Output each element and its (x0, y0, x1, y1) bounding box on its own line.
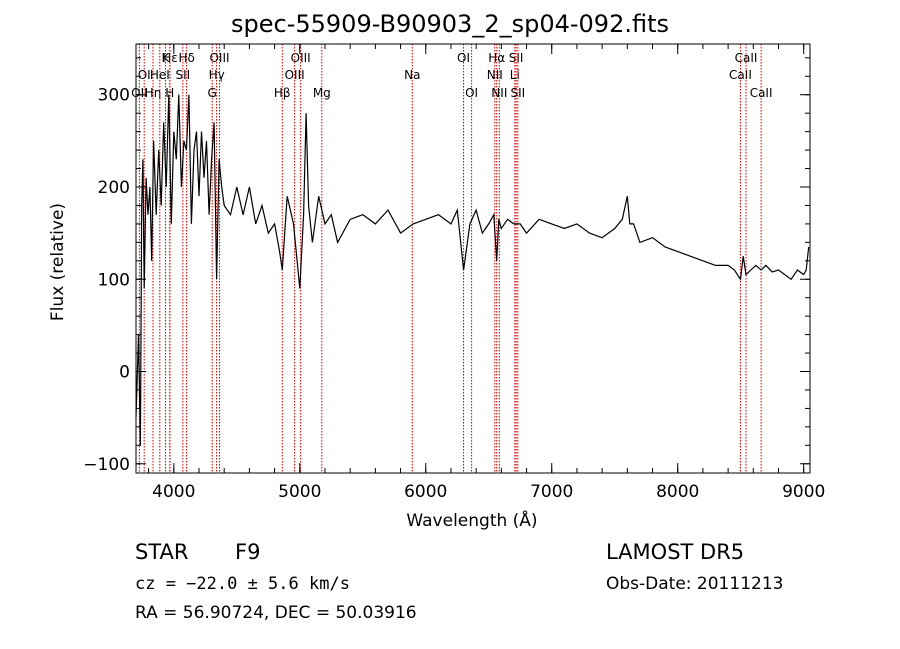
spectral-subclass: F9 (235, 540, 261, 564)
line-label: OII (131, 86, 148, 100)
line-label: OI (138, 68, 151, 82)
line-label: Hγ (209, 68, 225, 82)
line-label: H (165, 86, 174, 100)
object-class: STAR (135, 540, 189, 564)
y-tick-label: 100 (98, 270, 130, 290)
line-label: NII (491, 86, 507, 100)
line-label: Na (404, 68, 420, 82)
spectrum-line (135, 94, 810, 446)
line-label: OIII (285, 68, 305, 82)
x-tick-label: 4000 (152, 482, 195, 502)
line-label: K (162, 51, 171, 65)
line-label: G (208, 86, 217, 100)
y-tick-label: −100 (83, 455, 130, 475)
line-label: CaII (750, 86, 773, 100)
line-label: OIII (291, 51, 311, 65)
ra-dec: RA = 56.90724, DEC = 50.03916 (135, 603, 417, 623)
x-axis-label: Wavelength (Å) (406, 511, 538, 531)
plot-frame (135, 43, 811, 474)
survey-name: LAMOST DR5 (606, 540, 745, 564)
line-label: CaII (735, 51, 758, 65)
y-tick-label: 200 (98, 178, 130, 198)
chart-title: spec-55909-B90903_2_sp04-092.fits (231, 10, 669, 38)
line-label: Hε (162, 51, 178, 65)
y-tick-label: 0 (119, 363, 130, 383)
line-label: Hα (488, 51, 505, 65)
y-tick-label: 300 (98, 86, 130, 106)
line-label: Hβ (274, 86, 291, 100)
obs-date: Obs-Date: 20111213 (606, 574, 784, 594)
line-label: Mg (313, 86, 331, 100)
line-label: OI (465, 86, 478, 100)
line-label: CaII (729, 68, 752, 82)
x-tick-label: 5000 (278, 482, 321, 502)
redshift-cz: cz = −22.0 ± 5.6 km/s (135, 574, 350, 594)
line-label: NII (487, 68, 503, 82)
line-label: Hδ (178, 51, 194, 65)
line-label: SII (510, 86, 525, 100)
line-label: SII (176, 68, 191, 82)
line-label: OIII (209, 51, 229, 65)
x-tick-label: 6000 (404, 482, 447, 502)
line-label: Li (510, 68, 520, 82)
x-tick-label: 7000 (530, 482, 573, 502)
x-tick-label: 8000 (656, 482, 699, 502)
y-axis-label: Flux (relative) (48, 202, 68, 322)
line-label: SII (509, 51, 524, 65)
line-label: HeI (150, 68, 170, 82)
x-tick-label: 9000 (782, 482, 825, 502)
line-label: OI (457, 51, 470, 65)
line-label: Hη (145, 86, 162, 100)
